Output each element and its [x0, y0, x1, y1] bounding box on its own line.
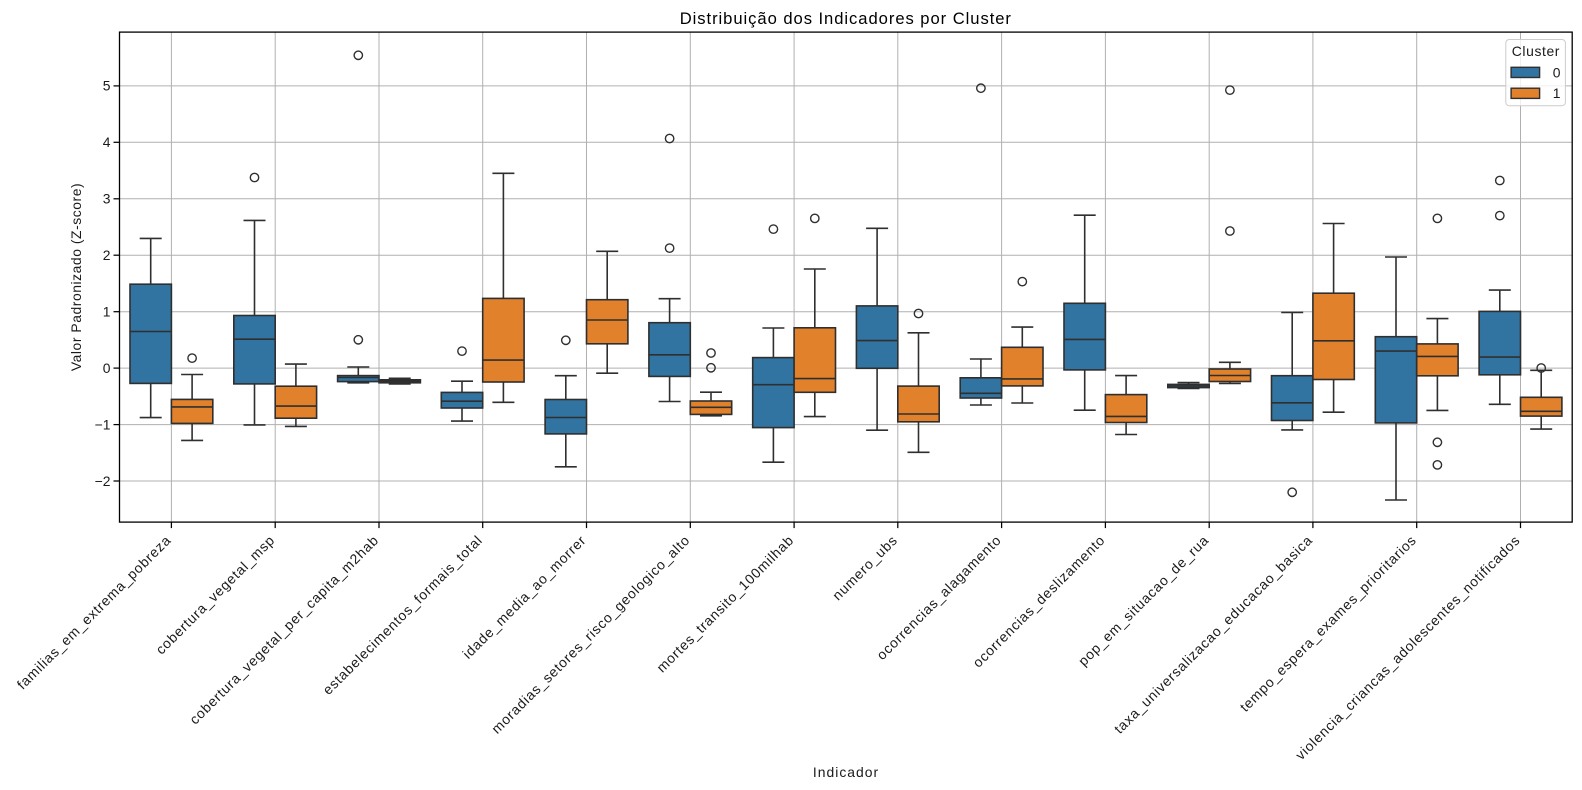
svg-text:Valor Padronizado (Z-score): Valor Padronizado (Z-score): [68, 183, 84, 371]
svg-text:idade_media_ao_morrer: idade_media_ao_morrer: [459, 532, 589, 662]
svg-text:Indicador: Indicador: [813, 764, 879, 780]
svg-text:−1: −1: [95, 416, 111, 432]
svg-text:1: 1: [1553, 85, 1561, 101]
svg-text:cobertura_vegetal_msp: cobertura_vegetal_msp: [152, 532, 278, 658]
svg-text:Cluster: Cluster: [1512, 43, 1560, 59]
svg-text:taxa_universalizacao_educacao_: taxa_universalizacao_educacao_basica: [1111, 532, 1316, 737]
svg-text:4: 4: [103, 134, 111, 150]
svg-text:cobertura_vegetal_per_capita_m: cobertura_vegetal_per_capita_m2hab: [186, 532, 382, 728]
svg-text:0: 0: [1553, 64, 1561, 80]
svg-text:numero_ubs: numero_ubs: [829, 532, 900, 603]
svg-text:Distribuição dos Indicadores p: Distribuição dos Indicadores por Cluster: [680, 9, 1012, 28]
svg-text:2: 2: [103, 247, 111, 263]
svg-text:3: 3: [103, 191, 111, 207]
svg-text:0: 0: [103, 360, 111, 376]
svg-text:familias_em_extrema_pobreza: familias_em_extrema_pobreza: [14, 532, 175, 693]
svg-text:violencia_criancas_adolescente: violencia_criancas_adolescentes_notifica…: [1292, 532, 1523, 763]
svg-text:tempo_espera_exames_prioritari: tempo_espera_exames_prioritarios: [1236, 532, 1419, 715]
svg-text:moradias_setores_risco_geologi: moradias_setores_risco_geologico_alto: [488, 532, 693, 737]
svg-text:1: 1: [103, 304, 111, 320]
svg-text:5: 5: [103, 78, 111, 94]
svg-text:−2: −2: [95, 473, 111, 489]
